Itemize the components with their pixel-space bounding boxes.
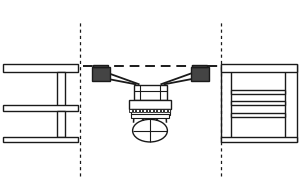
Bar bbox=[231, 113, 285, 117]
Bar bbox=[129, 100, 171, 109]
Bar bbox=[93, 65, 108, 67]
Bar bbox=[150, 109, 153, 112]
Bar bbox=[231, 101, 285, 105]
Bar bbox=[164, 109, 167, 112]
Bar bbox=[57, 111, 64, 136]
Bar bbox=[133, 109, 135, 112]
Bar bbox=[167, 109, 170, 112]
Bar bbox=[129, 109, 132, 112]
Bar bbox=[3, 105, 78, 111]
Bar bbox=[130, 111, 170, 115]
Bar bbox=[136, 109, 139, 112]
Bar bbox=[131, 114, 169, 118]
Bar bbox=[92, 67, 110, 81]
Bar bbox=[220, 136, 297, 142]
Bar bbox=[143, 109, 146, 112]
Bar bbox=[140, 109, 142, 112]
Bar bbox=[160, 109, 163, 112]
Bar bbox=[134, 85, 166, 100]
Bar bbox=[130, 109, 170, 112]
Bar bbox=[146, 109, 149, 112]
Bar bbox=[190, 67, 208, 81]
Bar bbox=[192, 65, 207, 67]
Bar bbox=[3, 136, 78, 142]
Bar bbox=[57, 72, 64, 111]
Bar bbox=[231, 90, 285, 94]
Bar bbox=[3, 64, 78, 72]
Bar bbox=[157, 109, 160, 112]
Bar bbox=[154, 109, 156, 112]
Bar bbox=[220, 64, 297, 72]
